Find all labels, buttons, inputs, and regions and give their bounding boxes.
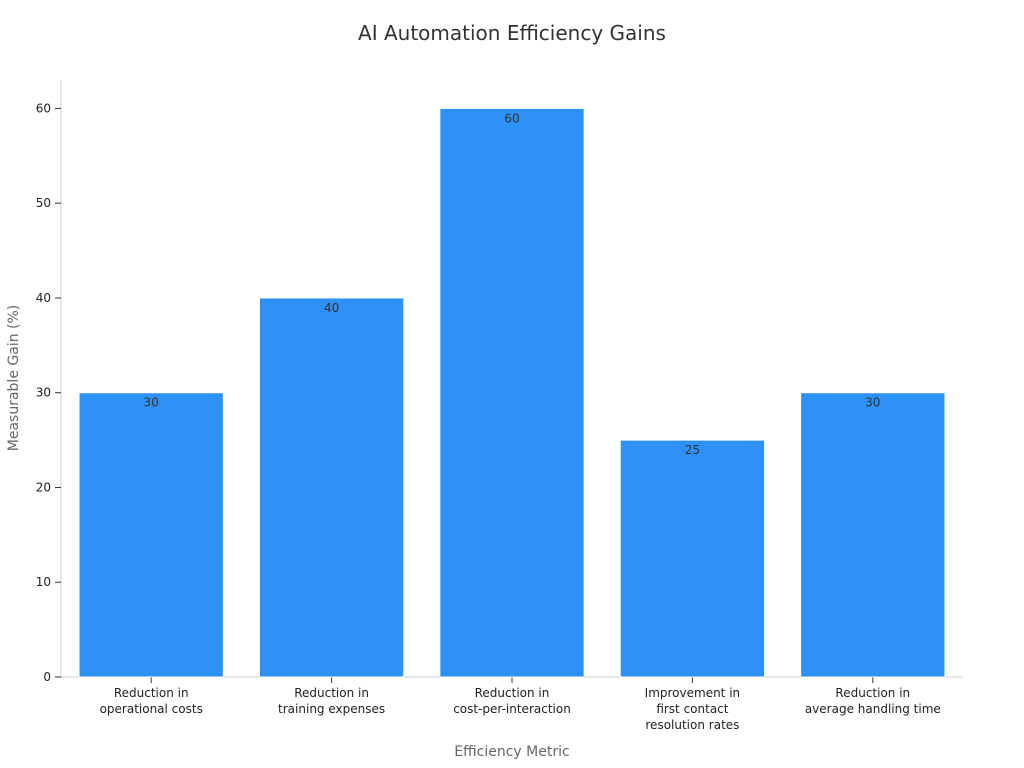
- x-tick-label-line: Improvement in: [645, 686, 740, 700]
- bar: [439, 107, 585, 678]
- y-tick-label: 20: [36, 480, 51, 494]
- x-tick-label: Reduction in cost-per-interaction: [453, 686, 571, 716]
- x-axis-label: Efficiency Metric: [454, 744, 569, 760]
- bar-value-label: 60: [504, 111, 519, 125]
- x-tick-label: Reduction in training expenses: [278, 686, 385, 716]
- y-tick-label: 60: [36, 101, 51, 115]
- bar-value-label: 25: [685, 443, 700, 457]
- y-axis: 0 10 20 30 40 50 60: [36, 80, 62, 684]
- bar: [800, 392, 946, 678]
- data-labels-group: 30 40 60 25 30: [144, 111, 881, 457]
- y-tick-label: 50: [36, 196, 51, 210]
- x-tick-label-line: average handling time: [805, 702, 941, 716]
- bar: [258, 297, 405, 678]
- y-tick-label: 10: [36, 575, 51, 589]
- bar: [619, 439, 766, 678]
- x-tick-label: Reduction in operational costs: [100, 686, 203, 716]
- bars-group: [78, 107, 946, 678]
- bar-value-label: 40: [324, 301, 339, 315]
- y-axis-label: Measurable Gain (%): [6, 305, 22, 451]
- x-tick-label-line: resolution rates: [645, 718, 739, 732]
- x-tick-label: Improvement in first contact resolution ra…: [645, 686, 740, 732]
- x-tick-label-line: Reduction in: [294, 686, 369, 700]
- y-tick-label: 0: [43, 670, 51, 684]
- y-tick-label: 40: [36, 291, 51, 305]
- x-tick-label: Reduction in average handling time: [805, 686, 941, 716]
- x-tick-label-line: Reduction in: [114, 686, 189, 700]
- x-tick-label-line: first contact: [656, 702, 728, 716]
- x-tick-label-line: cost-per-interaction: [453, 702, 571, 716]
- x-tick-label-line: Reduction in: [835, 686, 910, 700]
- x-tick-label-line: operational costs: [100, 702, 203, 716]
- chart-title: AI Automation Efficiency Gains: [358, 21, 666, 45]
- bar-value-label: 30: [865, 396, 880, 410]
- bar-value-label: 30: [144, 396, 159, 410]
- bar: [78, 392, 224, 678]
- x-tick-label-line: training expenses: [278, 702, 385, 716]
- x-tick-label-line: Reduction in: [475, 686, 550, 700]
- y-tick-label: 30: [36, 386, 51, 400]
